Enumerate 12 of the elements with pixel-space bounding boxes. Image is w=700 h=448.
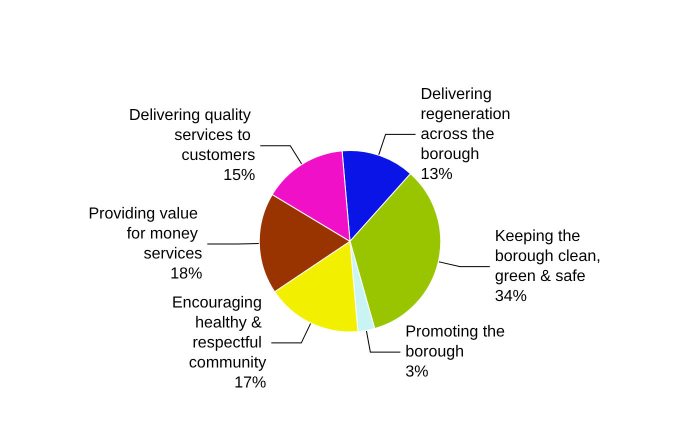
slice-label: Providing value for money services xyxy=(88,206,202,263)
data-label: 13% xyxy=(420,166,453,183)
data-label: 34% xyxy=(494,288,527,306)
slice-label: Delivering quality services to customers xyxy=(128,107,256,164)
slice-label: Delivering regeneration across the borough xyxy=(420,86,515,163)
slice-label: Encouraging healthy & respectful community xyxy=(172,294,266,372)
slice-label: Keeping the borough clean, green & safe xyxy=(494,228,606,286)
data-label: 18% xyxy=(170,266,202,283)
data-label: 3% xyxy=(405,364,428,381)
slice-label: Promoting the borough xyxy=(405,324,510,361)
data-label: 15% xyxy=(223,167,256,184)
data-label: 17% xyxy=(234,374,266,392)
